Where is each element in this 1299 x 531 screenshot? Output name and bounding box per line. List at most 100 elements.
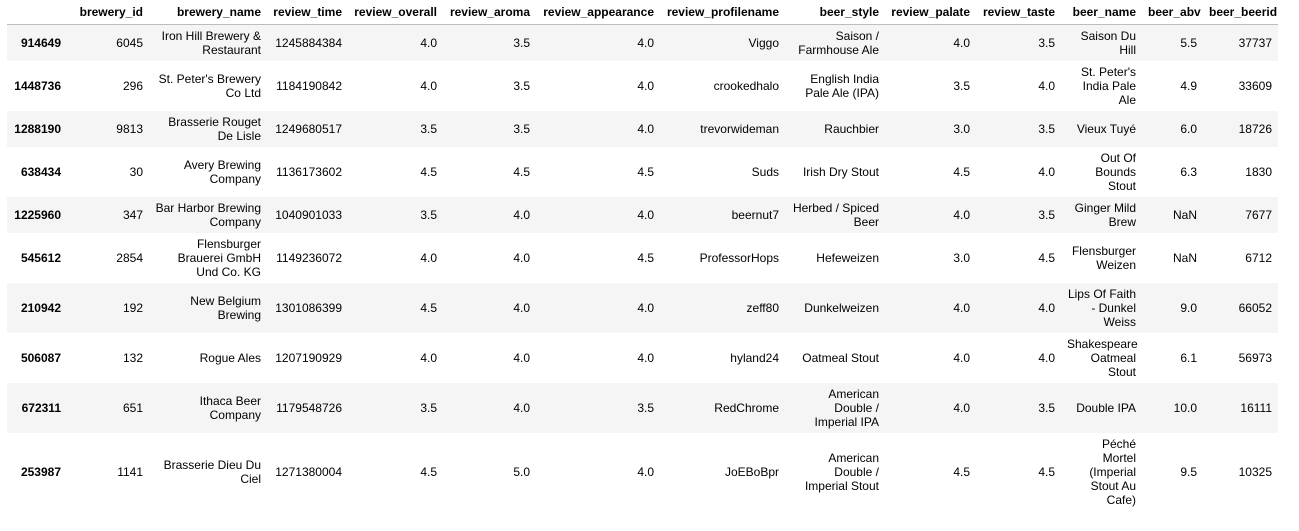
cell-review-overall: 4.0 [420, 36, 437, 50]
cell-review-appearance: 4.0 [637, 351, 654, 365]
cell-review-profilename: beernut7 [731, 208, 779, 222]
cell-review-time: 1136173602 [276, 165, 342, 179]
cell-review-appearance: 4.0 [637, 465, 654, 479]
row-index: 672311 [21, 401, 61, 415]
row-index: 1288190 [14, 122, 61, 136]
cell-review-taste: 4.0 [1038, 351, 1055, 365]
table-header: brewery_id brewery_name review_time review_… [7, 0, 1278, 25]
row-index: 506087 [20, 351, 61, 365]
cell-review-aroma: 4.0 [513, 301, 530, 315]
cell-review-aroma: 3.5 [513, 122, 530, 136]
cell-beer-beerid: 56973 [1238, 351, 1272, 365]
cell-review-profilename: Viggo [748, 36, 779, 50]
cell-brewery-name: Iron Hill Brewery & Restaurant [161, 29, 261, 57]
dataframe-container: brewery_id brewery_name review_time review_… [7, 0, 1278, 511]
cell-beer-style: Herbed / Spiced Beer [792, 201, 879, 229]
cell-review-overall: 4.0 [420, 79, 437, 93]
cell-review-overall: 3.5 [420, 122, 437, 136]
table-body: 914649 6045 Iron Hill Brewery & Restaurant… [7, 24, 1278, 511]
cell-review-palate: 3.0 [953, 251, 970, 265]
cell-review-taste: 3.5 [1038, 122, 1055, 136]
cell-review-overall: 4.0 [420, 351, 437, 365]
cell-beer-style: American Double / Imperial Stout [804, 451, 879, 493]
cell-brewery-name: Rogue Ales [199, 351, 261, 365]
cell-review-taste: 3.5 [1038, 401, 1055, 415]
cell-beer-name: Vieux Tuyé [1076, 122, 1136, 136]
column-header-review-profilename: review_profilename [660, 0, 785, 25]
cell-beer-abv: 9.5 [1180, 465, 1197, 479]
cell-review-profilename: zeff80 [746, 301, 779, 315]
cell-beer-abv: NaN [1172, 251, 1197, 265]
cell-review-taste: 3.5 [1038, 36, 1055, 50]
header-row: brewery_id brewery_name review_time review_… [7, 0, 1278, 25]
cell-review-profilename: Suds [751, 165, 779, 179]
cell-review-aroma: 4.0 [513, 208, 530, 222]
cell-review-appearance: 4.0 [637, 208, 654, 222]
cell-beer-style: Saison / Farmhouse Ale [798, 29, 879, 57]
cell-beer-beerid: 10325 [1238, 465, 1272, 479]
cell-beer-style: Oatmeal Stout [802, 351, 879, 365]
cell-review-palate: 4.0 [953, 301, 970, 315]
cell-beer-name: Péché Mortel (Imperial Stout Au Cafe) [1089, 437, 1136, 507]
cell-review-taste: 4.0 [1038, 301, 1055, 315]
cell-beer-beerid: 7677 [1245, 208, 1272, 222]
cell-beer-name: Double IPA [1076, 401, 1136, 415]
cell-beer-beerid: 16111 [1240, 401, 1272, 415]
dataframe-table: brewery_id brewery_name review_time review_… [7, 0, 1278, 511]
cell-beer-name: Ginger Mild Brew [1074, 201, 1136, 229]
cell-review-palate: 3.5 [953, 79, 970, 93]
cell-review-time: 1245884384 [275, 36, 342, 50]
cell-review-profilename: crookedhalo [713, 79, 779, 93]
cell-review-aroma: 4.5 [513, 165, 530, 179]
cell-brewery-id: 2854 [116, 251, 143, 265]
cell-beer-style: American Double / Imperial IPA [814, 387, 879, 429]
cell-beer-style: English India Pale Ale (IPA) [805, 72, 879, 100]
table-row: 672311 651 Ithaca Beer Company 1179548726 3.… [7, 383, 1278, 433]
cell-beer-name: Out Of Bounds Stout [1095, 151, 1136, 193]
cell-brewery-name: Flensburger Brauerei GmbH Und Co. KG [177, 237, 261, 279]
cell-brewery-id: 192 [122, 301, 143, 315]
column-header-beer-beerid: beer_beerid [1203, 0, 1278, 25]
cell-review-time: 1271380004 [275, 465, 342, 479]
cell-review-profilename: RedChrome [714, 401, 779, 415]
cell-beer-name: Saison Du Hill [1080, 29, 1136, 57]
cell-review-taste: 4.0 [1038, 165, 1055, 179]
cell-review-profilename: JoEBoBpr [724, 465, 779, 479]
table-row: 1288190 9813 Brasserie Rouget De Lisle 1249… [7, 111, 1278, 147]
cell-beer-beerid: 6712 [1245, 251, 1272, 265]
cell-review-taste: 4.5 [1038, 465, 1055, 479]
cell-beer-style: Hefeweizen [816, 251, 879, 265]
cell-review-appearance: 4.0 [637, 122, 654, 136]
cell-brewery-id: 132 [122, 351, 143, 365]
cell-beer-style: Rauchbier [824, 122, 879, 136]
cell-review-palate: 4.0 [953, 208, 970, 222]
cell-review-appearance: 4.0 [637, 79, 654, 93]
cell-brewery-id: 347 [122, 208, 143, 222]
table-row: 914649 6045 Iron Hill Brewery & Restaurant… [7, 24, 1278, 61]
cell-review-overall: 4.5 [420, 301, 437, 315]
cell-review-time: 1249680517 [275, 122, 342, 136]
cell-review-overall: 4.5 [420, 465, 437, 479]
cell-beer-abv: 9.0 [1180, 301, 1197, 315]
row-index: 914649 [20, 36, 61, 50]
column-header-review-taste: review_taste [976, 0, 1061, 25]
column-header-review-palate: review_palate [885, 0, 976, 25]
cell-beer-style: Dunkelweizen [804, 301, 879, 315]
cell-review-palate: 4.0 [953, 36, 970, 50]
cell-review-time: 1301086399 [275, 301, 342, 315]
cell-review-aroma: 4.0 [513, 251, 530, 265]
cell-brewery-id: 6045 [116, 36, 143, 50]
table-row: 210942 192 New Belgium Brewing 1301086399 4.… [7, 283, 1278, 333]
cell-review-overall: 3.5 [420, 401, 437, 415]
cell-review-overall: 4.5 [420, 165, 437, 179]
row-index: 210942 [20, 301, 61, 315]
cell-beer-abv: 6.0 [1180, 122, 1197, 136]
column-header-beer-abv: beer_abv [1142, 0, 1203, 25]
cell-review-aroma: 3.5 [513, 36, 530, 50]
column-header-review-time: review_time [267, 0, 348, 25]
cell-brewery-id: 30 [129, 165, 143, 179]
cell-brewery-name: New Belgium Brewing [190, 294, 261, 322]
table-row: 638434 30 Avery Brewing Company 1136173602 4… [7, 147, 1278, 197]
cell-review-overall: 3.5 [420, 208, 437, 222]
cell-brewery-id: 296 [122, 79, 143, 93]
